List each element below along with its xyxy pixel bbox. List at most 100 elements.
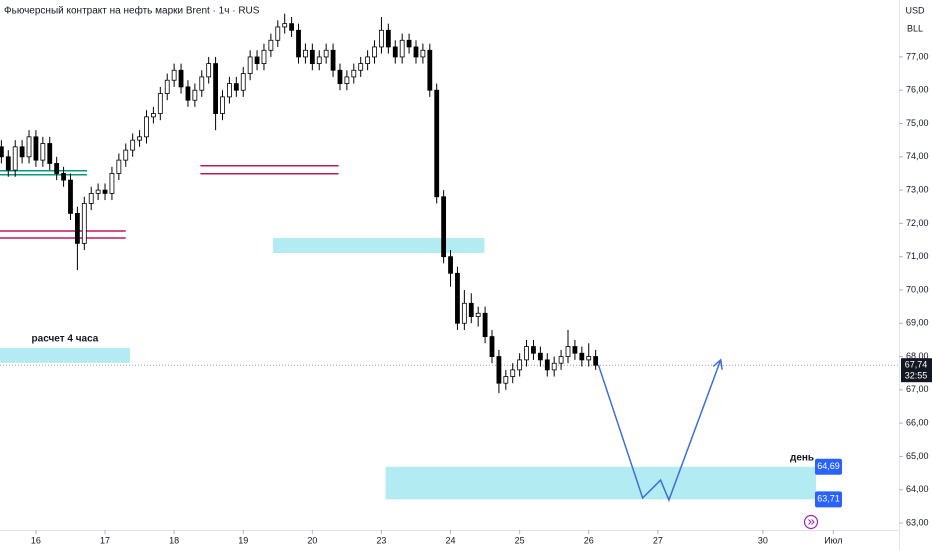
- candle-body: [185, 86, 191, 101]
- candle-body: [392, 46, 398, 58]
- candle-body: [227, 83, 232, 98]
- price-tag-label: 63,71: [817, 494, 840, 504]
- candle-body: [254, 56, 260, 64]
- candle-body: [358, 63, 364, 71]
- candle-body: [213, 63, 218, 114]
- zone: [385, 466, 817, 500]
- x-tick-label: 23: [376, 535, 386, 545]
- x-tick-label: 26: [584, 535, 594, 545]
- candle-body: [330, 49, 336, 71]
- candle-body: [316, 56, 322, 64]
- candle-body: [47, 143, 53, 164]
- candle-body: [74, 212, 80, 244]
- last-price-tag: [901, 358, 932, 383]
- last-price-label: 67,74: [905, 360, 928, 370]
- candle-body: [468, 302, 474, 318]
- unit[interactable]: BLL: [907, 23, 923, 33]
- candle-body: [206, 63, 212, 78]
- candle-body: [61, 173, 66, 181]
- y-tick-label: 70,00: [906, 284, 929, 294]
- x-tick-label: 16: [31, 535, 41, 545]
- projection-arrowhead: [712, 358, 723, 370]
- y-tick-label: 66,00: [906, 418, 929, 428]
- y-tick-label: 76,00: [906, 85, 929, 95]
- candle-body: [81, 203, 87, 244]
- candle-body: [586, 356, 592, 361]
- candle-body: [123, 149, 129, 161]
- y-tick-label: 64,00: [906, 484, 929, 494]
- candle-body: [220, 96, 225, 114]
- candle-body: [109, 173, 115, 194]
- countdown-label: 32:55: [905, 371, 928, 381]
- candle-body: [372, 46, 377, 58]
- candle-body: [434, 89, 440, 198]
- candle-body: [309, 49, 315, 64]
- candle-body: [192, 89, 198, 101]
- candle-body: [261, 49, 267, 64]
- price-tag-label: 64,69: [817, 461, 840, 471]
- y-tick-label: 73,00: [906, 184, 929, 194]
- candle-body: [144, 116, 149, 138]
- y-tick-label: 67,00: [906, 384, 929, 394]
- candle-body: [517, 359, 523, 371]
- candle-body: [441, 196, 447, 258]
- candle-body: [95, 189, 101, 194]
- zone-label: расчет 4 часа: [32, 334, 99, 345]
- candle-body: [164, 79, 170, 94]
- candle-body: [171, 69, 177, 81]
- candle-body: [420, 49, 426, 58]
- candle-body: [54, 163, 60, 174]
- x-tick-label: 19: [238, 535, 248, 545]
- y-tick-label: 71,00: [906, 251, 929, 261]
- candle-body: [399, 39, 405, 58]
- candle-body: [33, 136, 39, 161]
- price-tag: [815, 491, 842, 508]
- candle-body: [19, 146, 25, 158]
- candle-body: [268, 39, 274, 51]
- candle-body: [151, 113, 156, 118]
- candle-body: [233, 83, 239, 91]
- candle-body: [489, 336, 495, 357]
- candle-body: [351, 69, 357, 78]
- candle-body: [551, 362, 557, 371]
- candle-body: [157, 93, 163, 114]
- candle-body: [88, 193, 94, 204]
- candle-body: [572, 346, 578, 354]
- candle-body: [40, 143, 46, 161]
- candle-body: [68, 179, 73, 214]
- currency[interactable]: USD: [905, 5, 925, 15]
- candle-body: [448, 256, 453, 274]
- x-tick-label: Июл: [824, 535, 842, 545]
- y-tick-label: 75,00: [906, 118, 929, 128]
- candle-body: [5, 156, 11, 171]
- candle-body: [482, 312, 488, 337]
- candle-body: [524, 346, 529, 361]
- candle-body: [496, 356, 502, 384]
- candle-body: [379, 29, 384, 48]
- candle-body: [137, 136, 142, 141]
- candle-body: [130, 139, 136, 151]
- candle-body: [531, 346, 536, 354]
- candle-body: [475, 312, 481, 318]
- candle-body: [296, 29, 301, 58]
- candle-body: [537, 352, 543, 361]
- y-tick-label: 68,00: [906, 351, 929, 361]
- x-tick-label: 18: [169, 535, 179, 545]
- y-tick-label: 65,00: [906, 451, 929, 461]
- candle-body: [26, 136, 32, 158]
- candle-body: [12, 146, 18, 171]
- jump-icon[interactable]: [803, 514, 819, 530]
- zone: [0, 347, 130, 363]
- jump-icon-arrows: [808, 519, 815, 525]
- y-tick-label: 72,00: [906, 218, 929, 228]
- candle-body: [178, 69, 184, 88]
- candle-body: [413, 46, 419, 58]
- candle-body: [503, 376, 509, 384]
- x-tick-label: 30: [758, 535, 768, 545]
- x-tick-label: 27: [653, 535, 663, 545]
- price-tag: [815, 458, 842, 475]
- candle-body: [593, 356, 599, 366]
- chart-title: Фьючерсный контракт на нефть марки Brent…: [4, 5, 260, 17]
